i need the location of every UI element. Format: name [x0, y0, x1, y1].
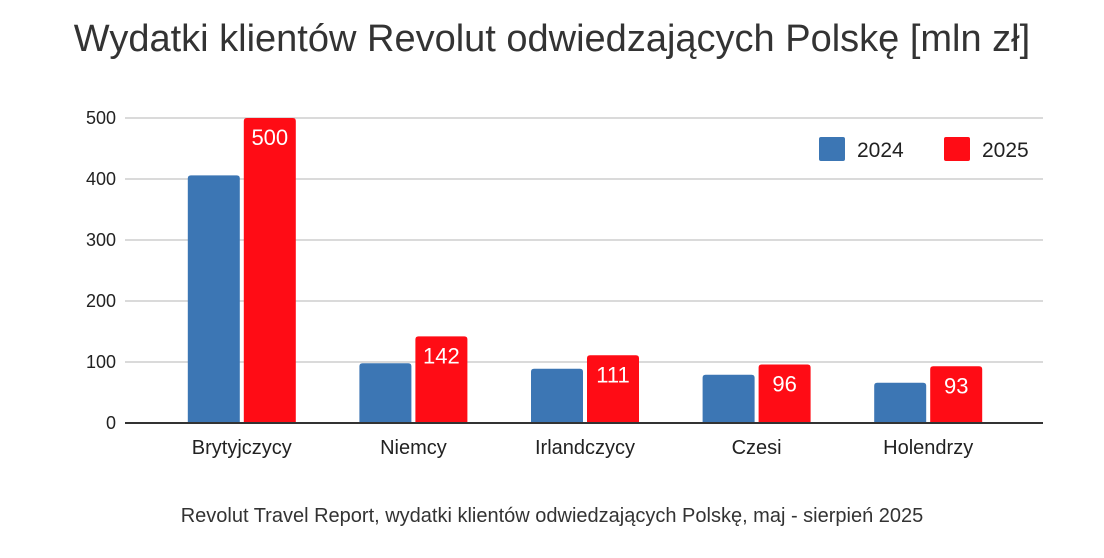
bar-2025: [243, 118, 296, 423]
bar-2024: [187, 175, 240, 423]
chart-caption: Revolut Travel Report, wydatki klientów …: [180, 505, 924, 527]
y-tick-label: 200: [86, 291, 116, 311]
data-label: 96: [772, 371, 796, 396]
data-label: 500: [251, 125, 288, 150]
x-tick-label: Czesi: [732, 437, 782, 459]
bar-2025: [758, 364, 811, 423]
data-label: 111: [596, 362, 629, 387]
bar-2025: [587, 355, 639, 423]
bar-2024: [874, 382, 927, 423]
bar-2024: [531, 368, 583, 423]
data-label: 142: [423, 343, 460, 368]
x-tick-label: Irlandczycy: [535, 437, 635, 459]
data-label: 93: [944, 373, 968, 398]
x-tick-label: Niemcy: [380, 437, 447, 459]
y-tick-label: 100: [86, 352, 116, 372]
y-tick-label: 400: [86, 169, 116, 189]
bar-2024: [702, 374, 755, 423]
legend-swatch-2025: [944, 137, 970, 161]
bar-2025: [930, 366, 983, 423]
bar-2024: [359, 363, 412, 423]
x-tick-label: Holendrzy: [883, 437, 973, 459]
x-tick-label: Brytyjczycy: [192, 437, 292, 459]
y-tick-label: 300: [86, 230, 116, 250]
y-tick-label: 500: [86, 108, 116, 128]
legend-label: 2024: [857, 139, 904, 162]
y-tick-label: 0: [106, 413, 116, 433]
bar-2025: [415, 336, 468, 423]
chart-title: Wydatki klientów Revolut odwiedzających …: [73, 18, 1031, 60]
legend-label: 2025: [982, 139, 1029, 162]
legend-swatch-2024: [819, 137, 845, 161]
